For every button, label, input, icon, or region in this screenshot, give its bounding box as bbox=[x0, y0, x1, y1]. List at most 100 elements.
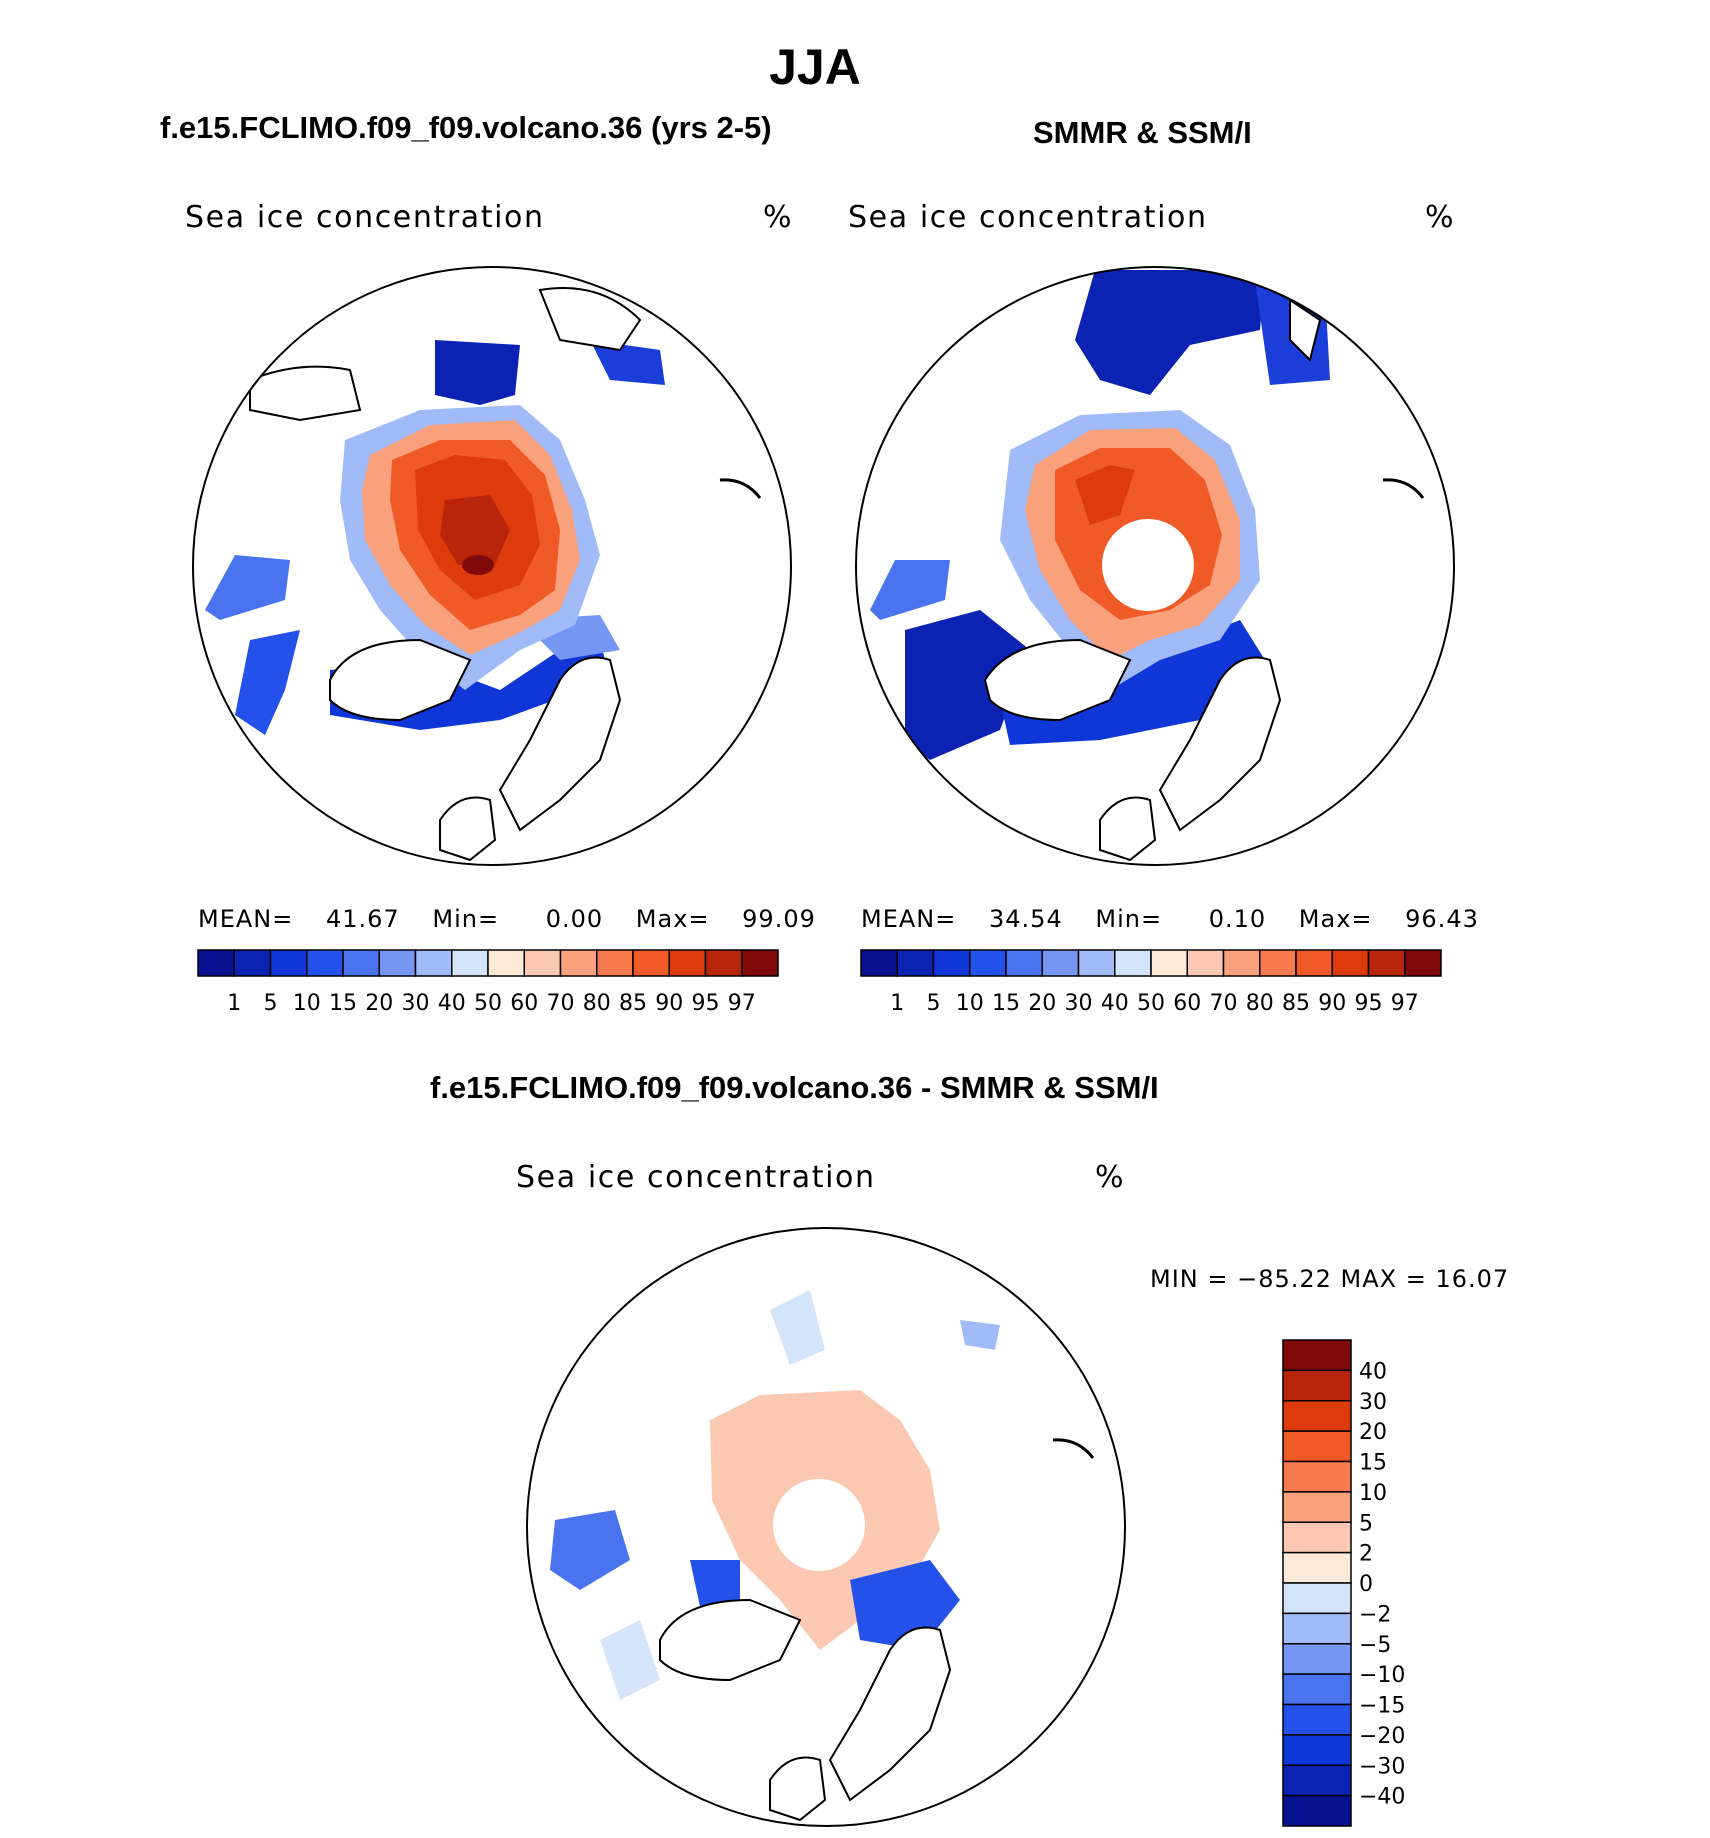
obs-colorbar-tick-label: 10 bbox=[956, 991, 984, 1016]
model-colorbar-swatch bbox=[197, 949, 235, 977]
obs-max-label: Max= bbox=[1298, 905, 1373, 933]
model-variable-label: Sea ice concentration bbox=[185, 200, 545, 235]
obs-colorbar-tick-label: 97 bbox=[1391, 991, 1419, 1016]
model-colorbar-tick-label: 5 bbox=[264, 991, 278, 1016]
model-units-label: % bbox=[763, 200, 794, 235]
diff-variable-label: Sea ice concentration bbox=[516, 1160, 876, 1195]
diff-coast-fragment bbox=[1052, 1438, 1095, 1459]
model-colorbar-tick-label: 80 bbox=[583, 991, 611, 1016]
model-colorbar: 1 5 10 15 20 30 40 50 60 70 80 85 90 95 97 bbox=[197, 949, 779, 1016]
diff-ice-ne bbox=[960, 1320, 1000, 1350]
diff-map-border bbox=[526, 1227, 1126, 1827]
model-colorbar-swatch bbox=[342, 949, 380, 977]
model-max-value: 99.09 bbox=[742, 905, 816, 933]
obs-colorbar-tick-label: 80 bbox=[1246, 991, 1274, 1016]
model-min-value: 0.00 bbox=[545, 905, 604, 933]
obs-ice-high bbox=[1075, 465, 1135, 525]
model-colorbar-tick-label: 90 bbox=[655, 991, 683, 1016]
diff-colorbar-swatch bbox=[1282, 1673, 1352, 1706]
diff-units-label: % bbox=[1095, 1160, 1126, 1195]
obs-panel-title: SMMR & SSM/I bbox=[1033, 115, 1252, 150]
model-colorbar-tick-label: 85 bbox=[619, 991, 647, 1016]
obs-min-label: Min= bbox=[1095, 905, 1163, 933]
diff-colorbar-swatch bbox=[1282, 1369, 1352, 1402]
model-colorbar-tick-label: 95 bbox=[692, 991, 720, 1016]
model-ice-core bbox=[440, 495, 510, 565]
diff-colorbar-tick-label: 5 bbox=[1359, 1511, 1373, 1536]
obs-ice-north-blue bbox=[1075, 270, 1265, 395]
obs-variable-label: Sea ice concentration bbox=[848, 200, 1208, 235]
diff-colorbar-swatch bbox=[1282, 1491, 1352, 1523]
model-colorbar-swatch bbox=[233, 949, 272, 977]
diff-colorbar-swatch bbox=[1282, 1521, 1352, 1554]
diff-colorbar-tick-label: −10 bbox=[1359, 1663, 1405, 1688]
obs-mean-label: MEAN= bbox=[861, 905, 957, 933]
model-colorbar-tick-label: 10 bbox=[293, 991, 321, 1016]
obs-colorbar-swatch bbox=[969, 949, 1007, 977]
obs-map-border bbox=[855, 266, 1455, 866]
model-colorbar-swatch bbox=[451, 949, 489, 977]
obs-colorbar-swatch bbox=[1077, 949, 1116, 977]
obs-units-label: % bbox=[1425, 200, 1456, 235]
model-colorbar-tick-label: 50 bbox=[474, 991, 502, 1016]
diff-colorbar-tick-label: 2 bbox=[1359, 1542, 1373, 1567]
diff-britain bbox=[769, 1756, 827, 1822]
model-colorbar-tick-label: 30 bbox=[402, 991, 430, 1016]
obs-colorbar-tick-label: 30 bbox=[1065, 991, 1093, 1016]
diff-colorbar-swatch bbox=[1282, 1794, 1352, 1827]
obs-ice-field bbox=[870, 270, 1425, 862]
obs-stats: MEAN= 34.54 Min= 0.10 Max= 96.43 bbox=[861, 905, 1479, 933]
obs-colorbar-swatch bbox=[1404, 949, 1442, 977]
obs-colorbar-swatch bbox=[1186, 949, 1225, 977]
obs-colorbar-swatch bbox=[1367, 949, 1406, 977]
model-ice-labrador bbox=[235, 630, 300, 735]
obs-scandinavia bbox=[1158, 656, 1282, 832]
obs-colorbar-tick-label: 1 bbox=[890, 991, 904, 1016]
diff-colorbar-tick-label: 20 bbox=[1359, 1420, 1387, 1445]
diff-colorbar-tick-label: −30 bbox=[1359, 1754, 1405, 1779]
diff-colorbar-tick-label: 15 bbox=[1359, 1451, 1387, 1476]
obs-colorbar-tick-label: 90 bbox=[1318, 991, 1346, 1016]
obs-colorbar-swatch bbox=[1331, 949, 1370, 977]
model-colorbar-swatch bbox=[741, 949, 779, 977]
obs-colorbar-swatch bbox=[932, 949, 971, 977]
diff-colorbar-tick-label: −5 bbox=[1359, 1633, 1391, 1658]
model-mean-label: MEAN= bbox=[198, 905, 294, 933]
diff-colorbar-swatch bbox=[1282, 1764, 1352, 1797]
obs-colorbar-tick-label: 85 bbox=[1282, 991, 1310, 1016]
figure-title: JJA bbox=[769, 39, 861, 95]
obs-colorbar-tick-label: 70 bbox=[1210, 991, 1238, 1016]
diff-colorbar-tick-label: 10 bbox=[1359, 1481, 1387, 1506]
obs-ice-hudson bbox=[870, 560, 950, 620]
obs-pole-hole bbox=[1102, 519, 1194, 611]
diff-ice-north bbox=[770, 1290, 825, 1365]
model-colorbar-swatch bbox=[414, 949, 453, 977]
diff-colorbar-tick-label: −40 bbox=[1359, 1785, 1405, 1810]
diff-colorbar-swatch bbox=[1282, 1582, 1352, 1615]
model-ice-north-blue bbox=[435, 340, 520, 405]
obs-colorbar-tick-label: 20 bbox=[1028, 991, 1056, 1016]
diff-colorbar-tick-label: −2 bbox=[1359, 1602, 1391, 1627]
model-colorbar-tick-label: 40 bbox=[438, 991, 466, 1016]
obs-colorbar-tick-label: 95 bbox=[1355, 991, 1383, 1016]
model-ice-ne-blue bbox=[590, 340, 665, 385]
diff-colorbar-swatch bbox=[1282, 1460, 1352, 1493]
model-max-label: Max= bbox=[635, 905, 710, 933]
model-siberia bbox=[538, 287, 642, 352]
model-min-label: Min= bbox=[432, 905, 500, 933]
obs-max-value: 96.43 bbox=[1405, 905, 1479, 933]
obs-ice-labrador bbox=[905, 610, 1030, 760]
model-colorbar-tick-label: 15 bbox=[329, 991, 357, 1016]
model-colorbar-swatch bbox=[559, 949, 598, 977]
obs-colorbar-swatch bbox=[896, 949, 935, 977]
diff-colorbar-swatch bbox=[1282, 1430, 1352, 1463]
obs-mean-value: 34.54 bbox=[989, 905, 1063, 933]
diff-colorbar-swatch bbox=[1282, 1400, 1352, 1432]
obs-colorbar-swatch bbox=[1114, 949, 1152, 977]
obs-colorbar-swatch bbox=[1150, 949, 1188, 977]
diff-hudson-negative bbox=[550, 1510, 630, 1590]
model-colorbar-swatch bbox=[523, 949, 562, 977]
model-greenland bbox=[329, 638, 472, 722]
diff-colorbar-swatch bbox=[1282, 1339, 1352, 1372]
